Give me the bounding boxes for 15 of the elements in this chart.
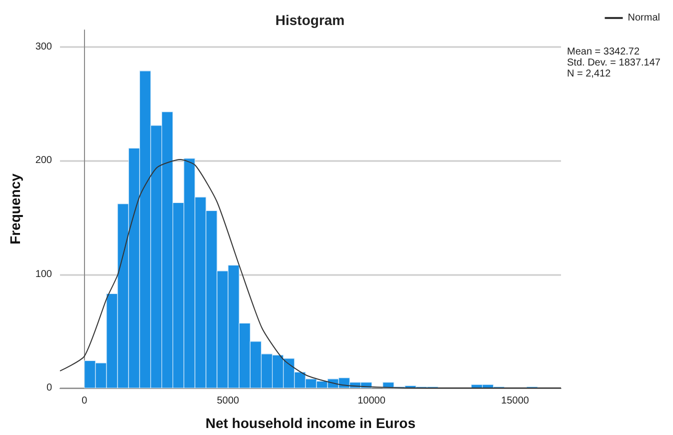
x-axis-title: Net household income in Euros <box>205 415 416 431</box>
y-axis-title: Frequency <box>7 173 23 244</box>
y-tick-label: 0 <box>46 382 52 394</box>
y-tick-label: 200 <box>35 155 52 166</box>
text: Std. Dev. = 1837.147 <box>567 58 661 68</box>
y-tick-label: 100 <box>35 268 52 280</box>
x-tick-label: 0 <box>82 396 88 406</box>
legend-label: Normal <box>628 12 660 24</box>
text: Mean = 3342.72 <box>567 46 640 58</box>
y-tick-label: 300 <box>35 42 52 53</box>
chart-title: Histogram <box>275 12 345 28</box>
text: N = 2,412 <box>567 68 612 80</box>
x-tick-label: 5000 <box>216 396 240 406</box>
x-tick-label: 10000 <box>358 396 386 406</box>
x-tick-label: 15000 <box>501 396 530 406</box>
